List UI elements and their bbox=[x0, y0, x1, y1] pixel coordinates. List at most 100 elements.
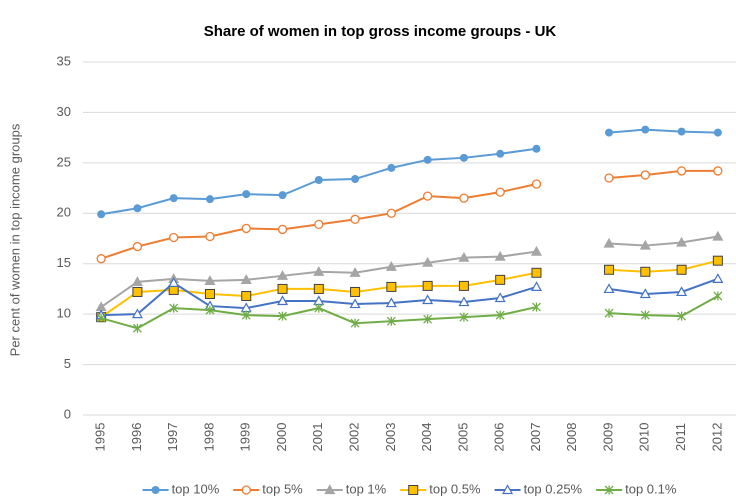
marker bbox=[96, 254, 106, 264]
marker bbox=[495, 274, 506, 285]
marker bbox=[168, 277, 180, 287]
marker bbox=[423, 314, 433, 324]
marker bbox=[241, 290, 252, 301]
marker bbox=[459, 153, 468, 162]
series-line bbox=[100, 128, 718, 216]
marker bbox=[640, 170, 650, 180]
marker bbox=[387, 163, 396, 172]
marker bbox=[459, 312, 469, 322]
marker bbox=[408, 485, 419, 495]
marker bbox=[422, 256, 434, 267]
marker bbox=[277, 295, 289, 306]
marker bbox=[350, 286, 361, 297]
marker bbox=[532, 302, 541, 312]
series-line bbox=[100, 169, 718, 260]
y-tick-label: 15 bbox=[57, 255, 71, 270]
marker bbox=[278, 191, 287, 200]
x-tick-label: 2011 bbox=[673, 423, 688, 451]
legend-label: top 5% bbox=[262, 481, 303, 496]
legend-label: top 1% bbox=[346, 481, 387, 496]
x-tick-label: 2004 bbox=[419, 423, 434, 452]
marker bbox=[531, 267, 542, 278]
marker bbox=[495, 310, 505, 320]
x-tick-label: 2010 bbox=[637, 423, 652, 452]
x-tick-label: 2008 bbox=[564, 423, 579, 452]
marker bbox=[277, 283, 288, 294]
marker bbox=[131, 308, 143, 319]
marker bbox=[313, 266, 325, 276]
marker bbox=[133, 204, 142, 213]
marker bbox=[96, 313, 106, 323]
x-tick-label: 1996 bbox=[129, 423, 144, 452]
marker bbox=[422, 294, 434, 305]
marker bbox=[494, 250, 506, 261]
marker bbox=[241, 485, 251, 495]
marker bbox=[458, 296, 470, 307]
marker bbox=[169, 232, 179, 243]
marker bbox=[604, 173, 614, 183]
marker bbox=[604, 485, 614, 495]
y-tick-label: 20 bbox=[57, 205, 71, 220]
marker bbox=[532, 144, 541, 153]
marker bbox=[530, 245, 542, 256]
marker bbox=[204, 288, 215, 299]
x-tick-label: 2003 bbox=[383, 423, 398, 452]
series bbox=[97, 125, 722, 219]
marker bbox=[713, 291, 723, 301]
marker bbox=[639, 239, 651, 250]
marker bbox=[241, 310, 251, 320]
marker bbox=[351, 174, 360, 183]
marker bbox=[496, 149, 505, 158]
marker bbox=[639, 288, 651, 299]
marker bbox=[604, 308, 614, 318]
y-tick-label: 0 bbox=[64, 406, 71, 421]
marker bbox=[349, 298, 361, 309]
marker bbox=[386, 316, 396, 326]
marker bbox=[350, 318, 360, 328]
marker bbox=[205, 231, 215, 242]
marker bbox=[349, 267, 361, 277]
series bbox=[95, 230, 724, 312]
marker bbox=[241, 223, 251, 234]
marker bbox=[676, 166, 687, 176]
y-tick-label: 25 bbox=[57, 154, 71, 169]
marker bbox=[385, 261, 397, 271]
marker bbox=[458, 251, 470, 262]
x-tick-label: 2001 bbox=[310, 423, 325, 452]
series bbox=[96, 255, 723, 323]
legend-label: top 0.5% bbox=[429, 481, 481, 496]
legend-label: top 10% bbox=[172, 481, 220, 496]
legend: top 10% top 5% top 1% top 0.5% top 0.25% top … bbox=[142, 481, 677, 496]
marker bbox=[386, 281, 397, 292]
marker bbox=[240, 274, 252, 284]
marker bbox=[422, 191, 433, 201]
marker bbox=[640, 266, 651, 277]
marker bbox=[242, 190, 251, 199]
marker bbox=[204, 275, 216, 285]
marker bbox=[603, 237, 615, 248]
marker bbox=[459, 193, 469, 203]
marker bbox=[131, 276, 143, 286]
marker bbox=[277, 224, 288, 235]
marker bbox=[502, 484, 514, 495]
marker bbox=[132, 323, 142, 333]
series bbox=[96, 291, 723, 333]
y-tick-label: 35 bbox=[57, 53, 71, 68]
marker bbox=[350, 214, 360, 224]
series bbox=[96, 166, 723, 264]
legend-label: top 0.1% bbox=[625, 481, 677, 496]
x-tick-label: 2000 bbox=[274, 423, 289, 452]
marker bbox=[132, 241, 143, 252]
marker bbox=[169, 194, 178, 203]
y-tick-label: 30 bbox=[57, 104, 71, 119]
marker bbox=[604, 264, 615, 275]
marker bbox=[713, 166, 723, 176]
marker bbox=[605, 128, 614, 137]
legend-label: top 0.25% bbox=[524, 481, 583, 496]
x-tick-label: 1998 bbox=[201, 423, 216, 452]
marker bbox=[314, 219, 324, 230]
marker bbox=[458, 280, 469, 291]
marker bbox=[277, 270, 289, 280]
x-tick-label: 1995 bbox=[93, 423, 108, 452]
